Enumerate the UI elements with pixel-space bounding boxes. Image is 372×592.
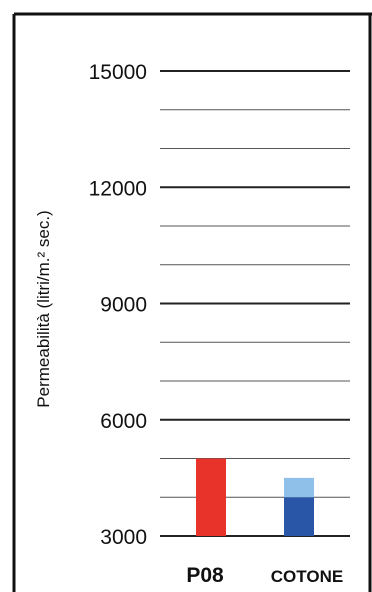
y-tick-label: 12000 — [89, 177, 147, 200]
y-tick-label: 6000 — [100, 410, 147, 433]
chart-frame — [12, 12, 372, 592]
bar-cotone-segment-1 — [284, 497, 314, 536]
category-label: P08 — [186, 564, 224, 587]
y-tick-label: 3000 — [100, 526, 147, 549]
bar-cotone-segment-2 — [284, 477, 314, 498]
category-labels: P08 COTONE — [186, 564, 343, 587]
category-label: COTONE — [271, 567, 343, 586]
y-axis-label: Permeabilità (litri/m.² sec.) — [34, 210, 53, 407]
y-tick-label: 9000 — [100, 294, 147, 317]
y-tick-labels: 15000 12000 9000 6000 3000 — [89, 61, 147, 549]
gridlines — [160, 70, 350, 537]
bars — [196, 458, 314, 536]
y-tick-label: 15000 — [89, 61, 147, 84]
bar-p08-segment-1 — [196, 458, 226, 536]
